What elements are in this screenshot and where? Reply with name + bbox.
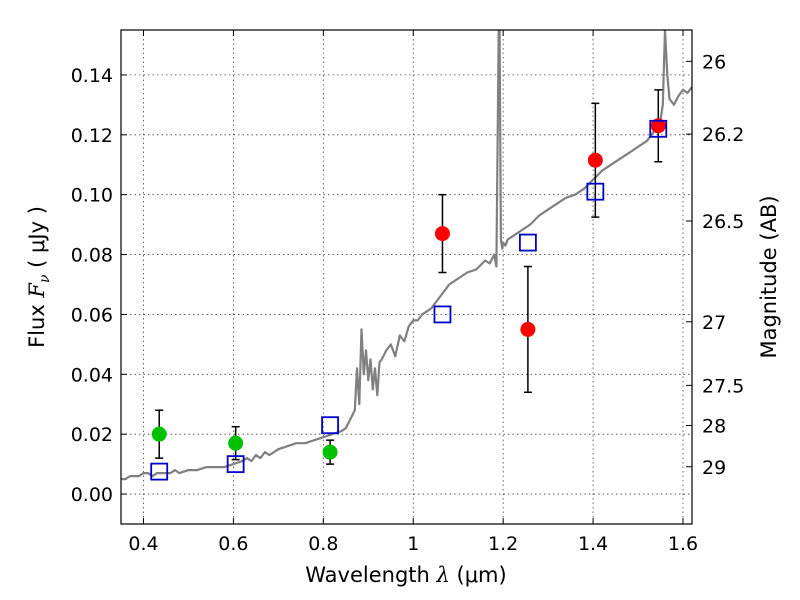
x-tick-label: 0.6 [218, 533, 248, 555]
grid-lines [121, 30, 692, 524]
model-spectrum-line [121, 30, 692, 481]
data-points-layer [150, 89, 668, 481]
y-tick-label: 0.02 [71, 424, 113, 446]
plot-frame [120, 29, 693, 525]
data-point-square [226, 455, 245, 474]
data-point-square [321, 416, 339, 435]
data-point-circle [151, 426, 167, 442]
y-tick-label: 0.12 [71, 125, 113, 147]
x-tick-label: 0.4 [128, 533, 158, 555]
y2-tick-label: 29 [702, 457, 726, 479]
x-tick-label: 0.8 [308, 533, 338, 555]
data-point-circle [228, 435, 244, 451]
data-point-square [150, 462, 169, 481]
y-tick-label: 0.08 [71, 245, 113, 267]
data-point-square [433, 305, 452, 324]
plot-background [121, 30, 692, 524]
data-point-circle [434, 226, 450, 242]
y2-tick-label: 28 [702, 415, 726, 437]
x-tick-label: 1 [407, 533, 419, 555]
data-point-circle [520, 321, 536, 337]
x-tick-label: 1.2 [488, 533, 518, 555]
y-tick-label: 0.06 [71, 304, 113, 326]
y2-tick-label: 26 [702, 51, 726, 73]
y2-tick-label: 27 [702, 312, 726, 334]
data-point-square [649, 119, 668, 138]
data-point-square [586, 182, 605, 201]
y2-tick-label: 26.2 [702, 124, 744, 146]
data-point-circle [587, 152, 603, 168]
x-tick-label: 1.6 [668, 533, 698, 555]
y2-tick-label: 27.5 [702, 375, 744, 397]
data-point-circle [650, 118, 666, 134]
x-tick-label: 1.4 [578, 533, 608, 555]
y-tick-label: 0.14 [71, 65, 113, 87]
model-spectrum-layer [121, 30, 692, 481]
y2-tick-label: 26.5 [702, 211, 744, 233]
x-axis-label: Wavelength λ (μm) [305, 563, 506, 587]
data-point-square [518, 233, 537, 252]
y-tick-label: 0.00 [71, 484, 113, 506]
y-axis-label: Flux Fν ( μJy ) [25, 206, 53, 348]
y-tick-label: 0.04 [71, 364, 113, 386]
y2-axis-label: Magnitude (AB) [757, 195, 781, 358]
data-point-circle [322, 444, 338, 460]
y-tick-label: 0.10 [71, 185, 113, 207]
axis-ticks: 0.4 0.6 0.8 1 1.2 1.4 1.6 0.00 0.02 0.04 0.06 0.08 0… [71, 30, 744, 555]
